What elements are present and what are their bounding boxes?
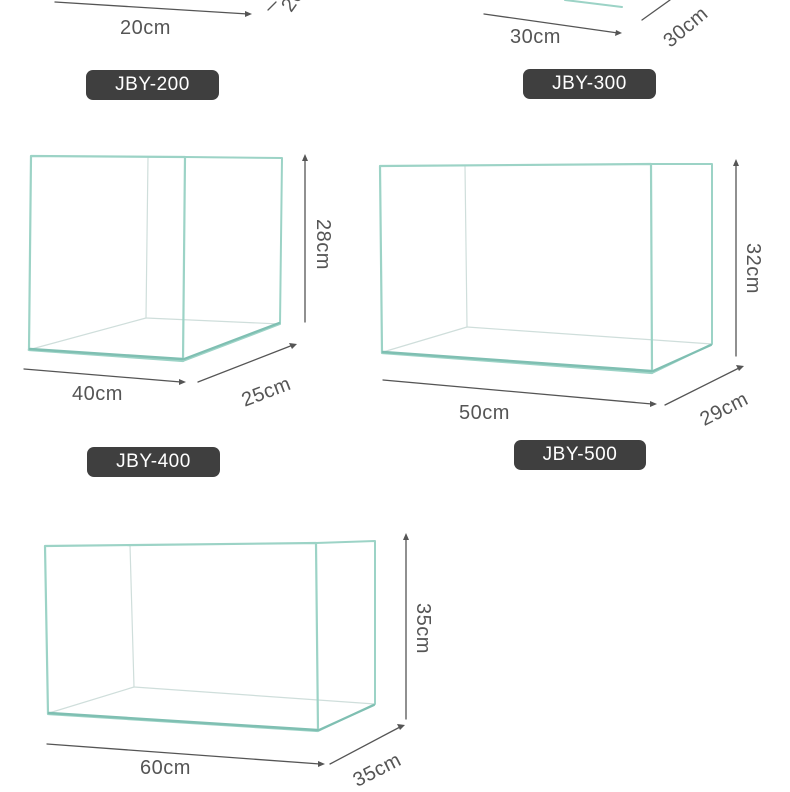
model-badge-jby-500: JBY-500 bbox=[514, 440, 646, 470]
tank-jby-300-partial bbox=[483, 0, 671, 36]
tank-drawings bbox=[23, 0, 744, 767]
jby-400-height-label: 28cm bbox=[312, 219, 334, 270]
jby-300-length-label: 30cm bbox=[510, 26, 561, 48]
jby-500-height-label: 32cm bbox=[742, 243, 764, 294]
tank-jby-400 bbox=[23, 154, 308, 385]
product-size-chart: 20cm 20cm JBY-200 30cm 30cm JBY-300 28cm… bbox=[23, 0, 764, 792]
jby-200-length-label: 20cm bbox=[120, 17, 171, 39]
tank-jby-500 bbox=[378, 159, 744, 407]
tank-jby-200-partial bbox=[54, 1, 277, 17]
jby-500-length-label: 50cm bbox=[459, 402, 510, 424]
model-badge-jby-200: JBY-200 bbox=[86, 70, 219, 100]
jby-600-length-label: 60cm bbox=[140, 757, 191, 779]
model-badge-jby-400: JBY-400 bbox=[87, 447, 220, 477]
jby-400-length-label: 40cm bbox=[72, 383, 123, 405]
jby-600-height-label: 35cm bbox=[412, 603, 434, 654]
model-badge-jby-300: JBY-300 bbox=[523, 69, 656, 99]
tank-jby-600 bbox=[43, 533, 409, 767]
